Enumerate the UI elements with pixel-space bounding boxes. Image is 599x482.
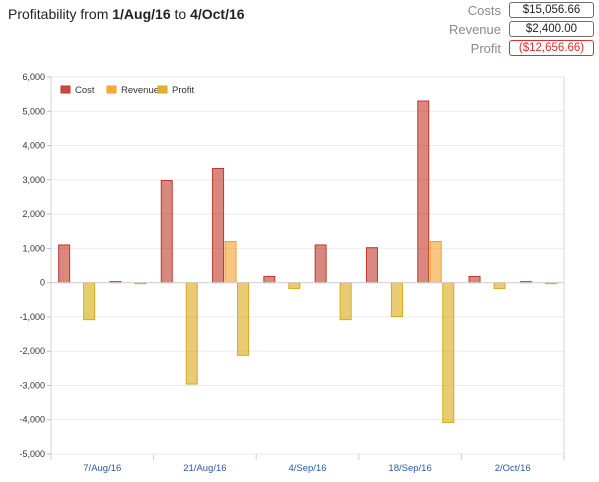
bar-cost: [468, 275, 481, 284]
y-tick-label: 6,000: [22, 72, 45, 82]
costs-label: Costs: [467, 2, 501, 18]
y-tick-label: 2,000: [22, 209, 45, 219]
y-tick-label: 1,000: [22, 243, 45, 253]
date-from: 1/Aug/16: [112, 6, 171, 22]
bar-profit: [83, 282, 96, 321]
x-tick-label: 21/Aug/16: [183, 463, 226, 474]
revenue-value-box: $2,400.00: [509, 21, 594, 37]
y-tick-label: -1,000: [19, 312, 45, 322]
legend-label-cost: Cost: [75, 85, 95, 96]
title-prefix: Profitability from: [8, 6, 113, 22]
bar-cost: [160, 180, 173, 284]
bar-cost: [212, 168, 225, 284]
bar-cost: [263, 275, 276, 284]
summary-panel: Costs $15,056.66 Revenue $2,400.00 Profi…: [449, 0, 594, 57]
bar-cost: [314, 244, 327, 284]
x-tick-label: 4/Sep/16: [288, 463, 326, 474]
bar-cost: [417, 100, 430, 284]
legend-swatch-cost: [60, 85, 71, 94]
bar-revenue: [429, 241, 442, 284]
y-tick-label: 3,000: [22, 175, 45, 185]
plot-frame: [50, 76, 565, 455]
y-tick-label: -5,000: [19, 449, 45, 459]
legend-label-revenue: Revenue: [121, 85, 159, 96]
bar-cost: [58, 244, 71, 284]
legend-label-profit: Profit: [172, 85, 195, 96]
y-tick-label: -4,000: [19, 415, 45, 425]
bar-revenue: [224, 241, 237, 284]
bar-profit: [288, 282, 301, 289]
bar-profit: [185, 282, 198, 385]
x-tick-label: 2/Oct/16: [495, 463, 531, 474]
x-tick-label: 18/Sep/16: [388, 463, 431, 474]
bar-profit: [390, 282, 403, 318]
bar-profit: [237, 282, 250, 356]
costs-row: Costs $15,056.66: [449, 1, 594, 19]
date-to: 4/Oct/16: [190, 6, 245, 22]
y-tick-label: 5,000: [22, 106, 45, 116]
revenue-row: Revenue $2,400.00: [449, 20, 594, 38]
title-mid: to: [170, 6, 191, 22]
profit-row: Profit ($12,656.66): [449, 39, 594, 57]
revenue-label: Revenue: [448, 21, 501, 37]
bar-profit: [442, 282, 455, 423]
page-title: Profitability from 1/Aug/16 to 4/Oct/16: [8, 6, 245, 22]
bar-profit: [339, 282, 352, 321]
y-tick-label: 4,000: [22, 141, 45, 151]
costs-value-box: $15,056.66: [509, 2, 594, 18]
y-tick-label: 0: [40, 278, 45, 288]
profit-label: Profit: [470, 40, 501, 56]
profit-value-box: ($12,656.66): [509, 40, 594, 56]
x-tick-label: 7/Aug/16: [83, 463, 121, 474]
y-tick-label: -2,000: [19, 346, 45, 356]
legend-swatch-revenue: [106, 85, 117, 94]
bar-profit: [493, 282, 506, 289]
y-tick-label: -3,000: [19, 380, 45, 390]
bar-cost: [365, 247, 378, 284]
legend-swatch-profit: [157, 85, 168, 94]
